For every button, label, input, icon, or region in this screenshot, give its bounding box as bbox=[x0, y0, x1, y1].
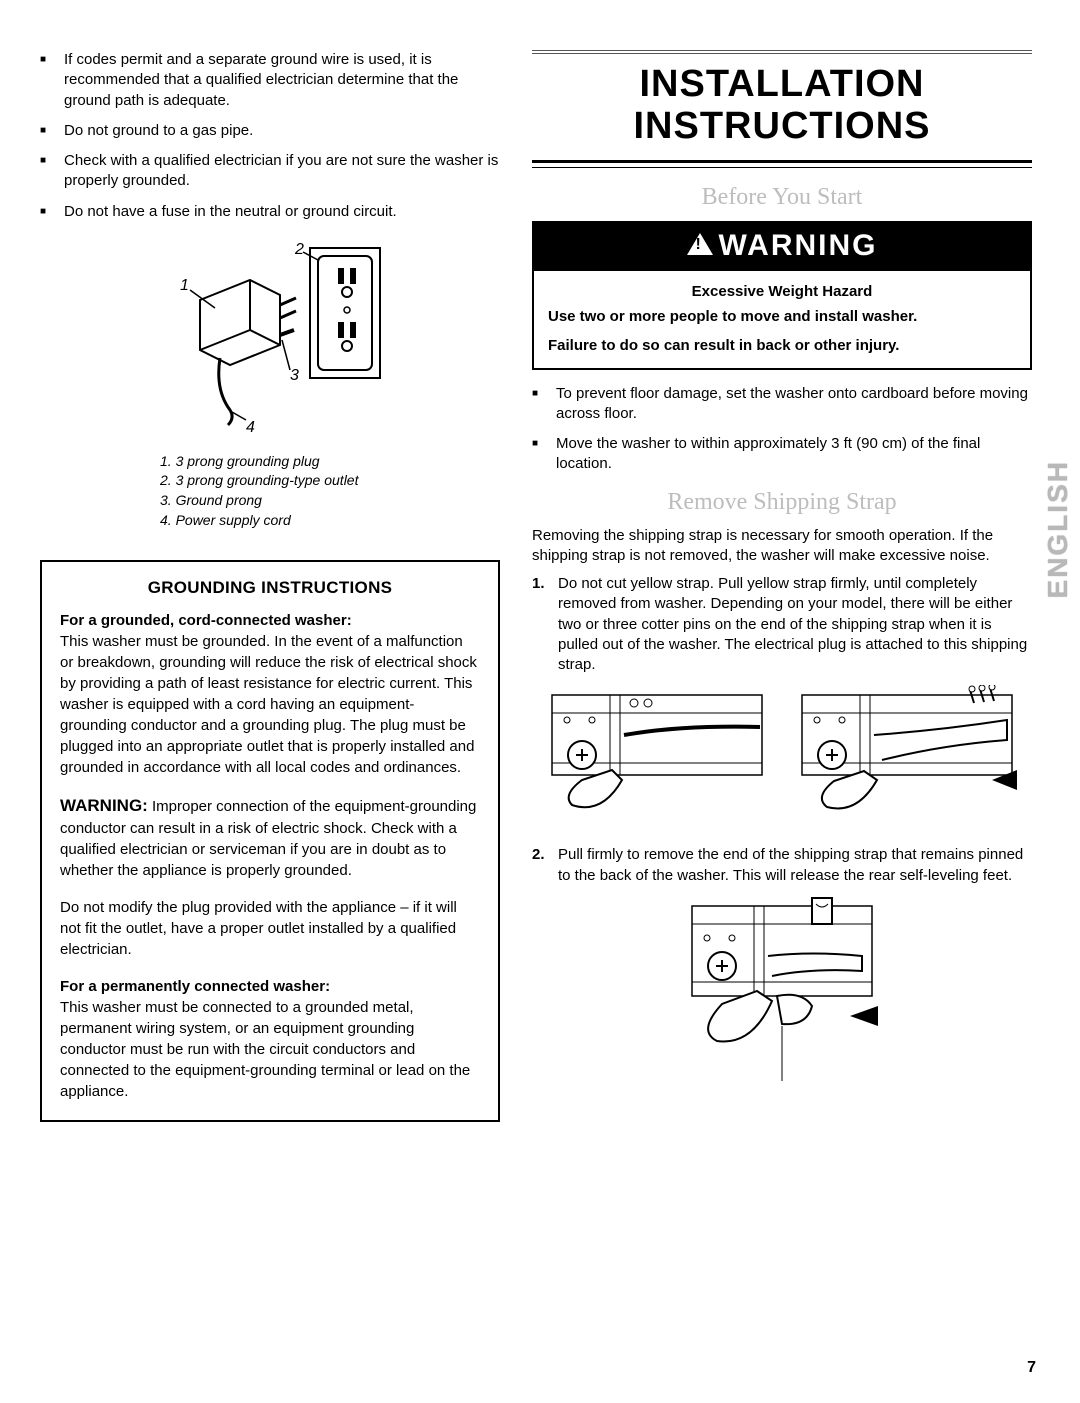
diagram-legend: 1. 3 prong grounding plug 2. 3 prong gro… bbox=[160, 452, 500, 530]
svg-text:1: 1 bbox=[180, 277, 189, 294]
bullet: Do not have a fuse in the neutral or gro… bbox=[40, 202, 500, 222]
box-paragraph: This washer must be grounded. In the eve… bbox=[60, 633, 477, 776]
bullet: If codes permit and a separate ground wi… bbox=[40, 50, 500, 111]
svg-text:4: 4 bbox=[246, 419, 255, 436]
decorative-rule bbox=[532, 50, 1032, 54]
bullet: Do not ground to a gas pipe. bbox=[40, 121, 500, 141]
page-number: 7 bbox=[1027, 1359, 1036, 1377]
box-paragraph: This washer must be connected to a groun… bbox=[60, 999, 470, 1100]
strap-diagram-2 bbox=[532, 896, 1032, 1090]
hazard-title: Excessive Weight Hazard bbox=[548, 281, 1016, 302]
hazard-text: Use two or more people to move and insta… bbox=[548, 306, 1016, 327]
language-side-label: ENGLISH bbox=[1042, 460, 1074, 598]
sub-heading: For a grounded, cord-connected washer: bbox=[60, 612, 352, 629]
legend-item: 4. Power supply cord bbox=[160, 511, 500, 531]
decorative-rule bbox=[532, 160, 1032, 163]
bullet: Check with a qualified electrician if yo… bbox=[40, 151, 500, 192]
box-title: GROUNDING INSTRUCTIONS bbox=[60, 578, 480, 598]
warning-word: WARNING bbox=[719, 229, 878, 263]
legend-item: 3. Ground prong bbox=[160, 491, 500, 511]
plug-diagram: 2 1 3 bbox=[40, 240, 500, 444]
decorative-rule bbox=[532, 167, 1032, 168]
svg-text:3: 3 bbox=[290, 367, 299, 384]
step-item: 1.Do not cut yellow strap. Pull yellow s… bbox=[532, 574, 1032, 675]
safety-bullets: If codes permit and a separate ground wi… bbox=[40, 50, 500, 222]
sub-heading: For a permanently connected washer: bbox=[60, 978, 330, 995]
strap-diagram-1 bbox=[532, 685, 1032, 829]
section-heading-before: Before You Start bbox=[532, 184, 1032, 211]
bullet: Move the washer to within approximately … bbox=[532, 434, 1032, 475]
warning-triangle-icon bbox=[687, 233, 713, 255]
legend-item: 1. 3 prong grounding plug bbox=[160, 452, 500, 472]
grounding-instructions-box: GROUNDING INSTRUCTIONS For a grounded, c… bbox=[40, 560, 500, 1122]
remove-intro: Removing the shipping strap is necessary… bbox=[532, 526, 1032, 567]
legend-item: 2. 3 prong grounding-type outlet bbox=[160, 471, 500, 491]
step-item: 2.Pull firmly to remove the end of the s… bbox=[532, 845, 1032, 886]
remove-steps-2: 2.Pull firmly to remove the end of the s… bbox=[532, 845, 1032, 886]
bullet: To prevent floor damage, set the washer … bbox=[532, 384, 1032, 425]
warning-block: WARNING Excessive Weight Hazard Use two … bbox=[532, 221, 1032, 370]
section-heading-remove: Remove Shipping Strap bbox=[532, 489, 1032, 516]
warning-header: WARNING bbox=[534, 223, 1030, 271]
warning-label: WARNING: bbox=[60, 796, 148, 815]
main-title: INSTALLATION INSTRUCTIONS bbox=[532, 64, 1032, 148]
prep-bullets: To prevent floor damage, set the washer … bbox=[532, 384, 1032, 475]
svg-text:2: 2 bbox=[294, 241, 304, 258]
hazard-text: Failure to do so can result in back or o… bbox=[548, 335, 1016, 356]
box-paragraph: Do not modify the plug provided with the… bbox=[60, 897, 480, 960]
remove-steps: 1.Do not cut yellow strap. Pull yellow s… bbox=[532, 574, 1032, 675]
